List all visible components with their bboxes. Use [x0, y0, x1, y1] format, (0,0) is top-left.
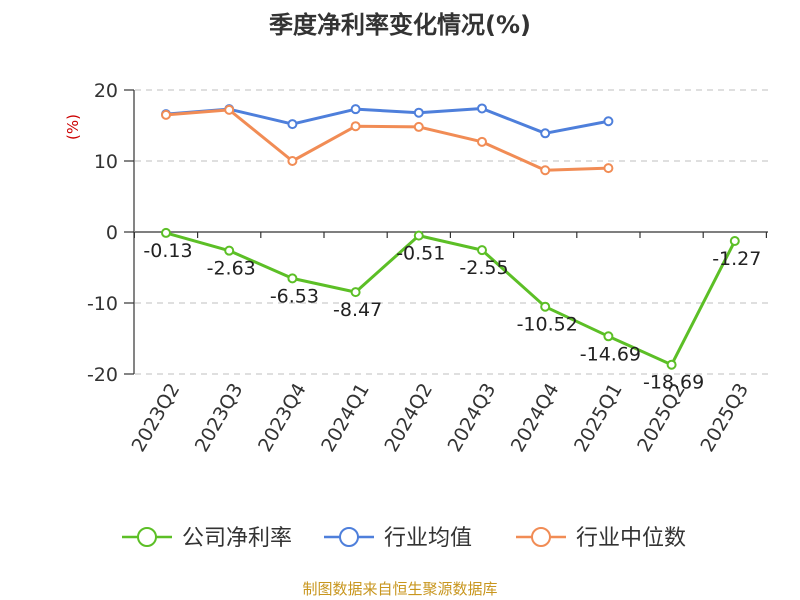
legend-marker-icon	[531, 527, 551, 547]
data-label: -2.55	[459, 257, 508, 279]
x-tick-label: 2024Q1	[317, 380, 374, 456]
x-tick-label: 2025Q1	[570, 380, 627, 456]
data-point	[287, 119, 298, 130]
data-point	[161, 227, 171, 238]
data-point	[287, 156, 298, 166]
source-note: 制图数据来自恒生聚源数据库	[302, 580, 498, 598]
x-tick-label: 2025Q3	[696, 380, 753, 456]
legend-label: 行业中位数	[576, 526, 686, 551]
data-label: -6.53	[270, 285, 319, 307]
x-tick-label: 2024Q3	[444, 380, 501, 456]
x-tick-label: 2024Q4	[507, 380, 564, 456]
legend[interactable]: 公司净利率 行业均值 行业中位数	[122, 526, 686, 551]
data-label-layer: -0.13 -2.63 -6.53 -8.47 -0.51 -2.55 -10.52-14.…	[143, 240, 761, 394]
data-label: -14.69	[580, 343, 641, 365]
data-point	[350, 104, 361, 115]
data-point	[161, 109, 171, 120]
data-point	[603, 163, 614, 174]
x-tick-label: 2023Q2	[128, 380, 185, 456]
data-point	[540, 165, 551, 176]
data-point	[729, 236, 740, 247]
legend-item[interactable]: 公司净利率	[122, 526, 292, 551]
data-point	[603, 331, 614, 342]
series-line	[165, 106, 609, 135]
legend-label: 公司净利率	[182, 526, 292, 551]
data-label: -18.69	[643, 372, 704, 394]
y-tick-label: -20	[87, 364, 118, 386]
series-line	[165, 231, 737, 367]
data-point	[224, 245, 235, 256]
legend-label: 行业均值	[384, 526, 472, 551]
y-tick-label: 20	[94, 80, 118, 102]
data-point	[413, 230, 424, 241]
data-point	[477, 245, 487, 256]
data-point	[413, 121, 424, 132]
data-label: -1.27	[712, 248, 761, 270]
data-label: -8.47	[333, 299, 382, 321]
chart-title: 季度净利率变化情况(%)	[269, 11, 531, 39]
data-label: -10.52	[517, 314, 578, 336]
data-point	[287, 273, 298, 284]
data-point	[477, 136, 487, 147]
data-point	[666, 359, 677, 370]
x-tick-label: 2023Q4	[254, 380, 311, 456]
legend-item[interactable]: 行业中位数	[516, 526, 686, 551]
data-point	[477, 103, 487, 114]
y-tick-label: 10	[94, 151, 118, 173]
x-tick-label: 2024Q2	[380, 380, 437, 456]
data-point	[350, 121, 361, 132]
data-point	[350, 287, 361, 298]
legend-marker-icon	[339, 527, 359, 547]
data-label: -0.13	[143, 240, 192, 262]
data-point	[603, 116, 614, 127]
data-label: -0.51	[396, 243, 445, 265]
data-point	[540, 128, 551, 139]
x-tick-label: 2023Q3	[191, 380, 248, 456]
data-point	[540, 301, 551, 312]
legend-marker-icon	[137, 527, 157, 547]
y-tick-label: 0	[106, 222, 118, 244]
series-layer	[161, 103, 740, 370]
data-point	[224, 104, 235, 115]
y-tick-label: -10	[87, 293, 118, 315]
data-label: -2.63	[207, 258, 256, 280]
y-axis-title: (%)	[64, 114, 82, 140]
series-line	[165, 108, 609, 172]
legend-item[interactable]: 行业均值	[324, 526, 472, 551]
data-point	[413, 107, 424, 118]
